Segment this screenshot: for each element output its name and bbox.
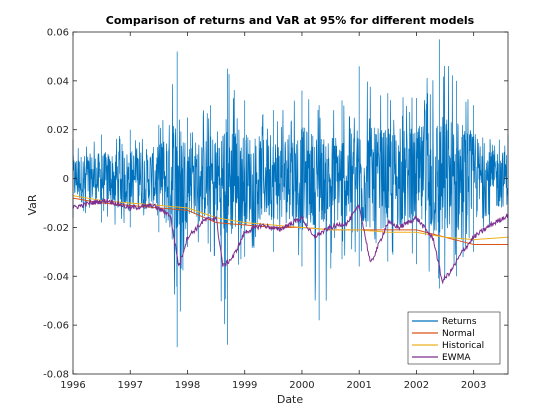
- y-tick-label: 0: [63, 174, 69, 185]
- chart-title: Comparison of returns and VaR at 95% for…: [106, 14, 475, 27]
- legend-entry-returns: Returns: [442, 317, 477, 327]
- y-axis-ticks: 0.06 0.04 0.02 0 -0.02 -0.04 -0.06 -0.08: [43, 28, 508, 381]
- x-axis-label: Date: [277, 393, 304, 406]
- y-tick-label: -0.02: [43, 223, 69, 234]
- ewma-series-line: [72, 197, 509, 285]
- x-tick-label: 1996: [60, 380, 85, 391]
- x-tick-label: 2000: [289, 380, 314, 391]
- var-series-layer: [72, 195, 509, 285]
- x-tick-label: 1997: [118, 380, 143, 391]
- y-tick-label: -0.06: [43, 321, 69, 332]
- x-tick-label: 2001: [346, 380, 371, 391]
- x-tick-label: 1999: [232, 380, 257, 391]
- normal-series-line: [72, 197, 508, 246]
- x-tick-label: 2002: [404, 380, 429, 391]
- x-tick-label: 1998: [175, 380, 200, 391]
- returns-series-line: [72, 39, 509, 348]
- plot-frame: [72, 31, 509, 375]
- y-tick-label: -0.04: [43, 272, 69, 283]
- legend: Returns Normal Historical EWMA: [407, 311, 501, 365]
- y-axis-label: VaR: [26, 194, 39, 215]
- returns-series-layer: [72, 39, 509, 348]
- legend-entry-ewma: EWMA: [442, 353, 471, 363]
- legend-entry-historical: Historical: [442, 341, 484, 351]
- y-tick-label: 0.02: [47, 125, 69, 136]
- legend-entry-normal: Normal: [442, 329, 475, 339]
- x-tick-label: 2003: [461, 380, 486, 391]
- y-tick-label: -0.08: [43, 370, 69, 381]
- y-tick-label: 0.04: [47, 76, 69, 87]
- x-axis-ticks: 1996 1997 1998 1999 2000 2001 2002 2003: [60, 32, 486, 391]
- y-tick-label: 0.06: [47, 28, 69, 39]
